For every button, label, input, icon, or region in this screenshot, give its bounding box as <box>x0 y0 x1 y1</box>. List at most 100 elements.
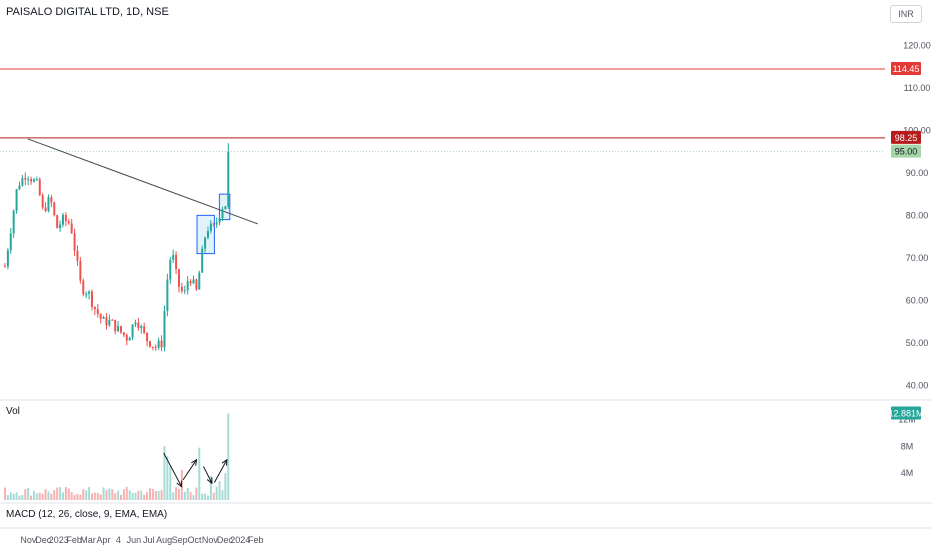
volume-bar <box>175 487 178 500</box>
candle-body <box>70 223 73 234</box>
candle-body <box>35 179 38 181</box>
candle-body <box>76 250 79 261</box>
volume-bar <box>163 446 166 500</box>
candle-body <box>204 237 207 249</box>
volume-bar <box>41 493 44 500</box>
price-tick-label: 40.00 <box>906 380 929 390</box>
volume-bar <box>117 490 120 500</box>
time-tick-label: Apr <box>96 535 110 545</box>
price-tick-label: 70.00 <box>906 253 929 263</box>
candle-body <box>85 293 88 295</box>
annotation-arrow <box>203 466 213 484</box>
candle-body <box>47 197 50 212</box>
volume-bar <box>134 492 137 500</box>
level-price-tag-bg <box>891 144 921 158</box>
time-tick-label: Aug <box>156 535 172 545</box>
chart-title: PAISALO DIGITAL LTD, 1D, NSE <box>6 6 169 18</box>
candle-body <box>114 319 117 332</box>
candle-body <box>125 335 128 341</box>
time-tick-label: Dec <box>217 535 234 545</box>
candle-body <box>212 223 215 225</box>
volume-bar <box>12 493 15 500</box>
volume-bar <box>90 493 93 500</box>
annotation-arrow <box>182 459 197 481</box>
macd-pane-label: MACD (12, 26, close, 9, EMA, EMA) <box>6 509 168 520</box>
volume-bar <box>140 490 143 500</box>
candle-body <box>119 326 122 333</box>
time-tick-label: 2023 <box>49 535 69 545</box>
candle-body <box>67 221 70 224</box>
candle-body <box>102 317 105 319</box>
candle-body <box>32 179 35 182</box>
candle-body <box>177 269 180 287</box>
volume-bar <box>157 491 160 500</box>
candle-body <box>195 279 198 290</box>
level-price-tag: 95.00 <box>895 147 918 157</box>
volume-bar <box>105 490 108 500</box>
candle-body <box>21 177 24 186</box>
candle-body <box>183 290 186 292</box>
volume-bar <box>6 494 9 500</box>
candle-body <box>99 313 102 319</box>
volume-tick-label: 4M <box>901 468 914 478</box>
volume-bar <box>15 492 18 500</box>
candle-body <box>189 281 192 284</box>
candle-body <box>163 311 166 348</box>
trendline-layer <box>27 138 258 225</box>
volume-bar <box>67 488 70 500</box>
volume-axis: 12M8M4M <box>898 414 916 478</box>
volume-bar <box>160 490 163 500</box>
volume-bar <box>70 492 73 500</box>
chart-grid <box>0 399 932 529</box>
candle-body <box>224 206 227 210</box>
volume-bar <box>143 494 146 500</box>
time-tick-label: Jun <box>127 535 142 545</box>
candle-body <box>186 281 189 291</box>
candle-body <box>134 322 137 325</box>
volume-bar <box>85 490 88 500</box>
candle-body <box>96 309 99 314</box>
volume-bar <box>195 487 198 500</box>
volume-bar <box>189 491 192 500</box>
volume-bar <box>56 487 59 500</box>
volume-bar <box>76 493 79 500</box>
volume-pane-label: Vol <box>6 406 20 417</box>
level-price-tag-bg <box>891 130 921 144</box>
level-price-tag: 98.25 <box>895 133 918 143</box>
candle-body <box>160 340 163 348</box>
candle-body <box>12 210 15 234</box>
candle-body <box>215 222 218 225</box>
candle-body <box>166 279 169 312</box>
time-tick-label: 2024 <box>230 535 250 545</box>
candle-body <box>64 214 67 222</box>
candle-body <box>59 224 62 229</box>
time-tick-label: Sep <box>172 535 188 545</box>
candle-body <box>30 179 33 182</box>
currency-button[interactable]: INR <box>890 5 922 23</box>
price-tags: 114.45 98.25 95.00 12.881M <box>888 62 924 420</box>
candle-body <box>169 259 172 280</box>
volume-bar <box>64 487 67 500</box>
candle-body <box>24 177 27 180</box>
candle-body <box>209 223 212 232</box>
volume-bar <box>204 493 207 500</box>
volume-bar <box>59 487 62 500</box>
price-tick-label: 90.00 <box>906 168 929 178</box>
candle-body <box>9 233 12 251</box>
volume-bar <box>108 488 111 500</box>
candle-body <box>79 260 82 281</box>
candle-body <box>6 250 9 267</box>
volume-bar <box>111 489 114 500</box>
time-tick-label: Oct <box>188 535 203 545</box>
annotation-arrowhead <box>221 458 228 466</box>
volume-bar <box>183 491 186 500</box>
volume-bar <box>227 413 230 500</box>
time-tick-label: Nov <box>202 535 219 545</box>
candle-body <box>201 248 204 273</box>
candle-body <box>105 317 108 326</box>
candle-body <box>27 179 30 181</box>
volume-bar <box>18 495 21 500</box>
volume-tick-label: 8M <box>901 441 914 451</box>
annotation-arrow <box>213 459 228 483</box>
